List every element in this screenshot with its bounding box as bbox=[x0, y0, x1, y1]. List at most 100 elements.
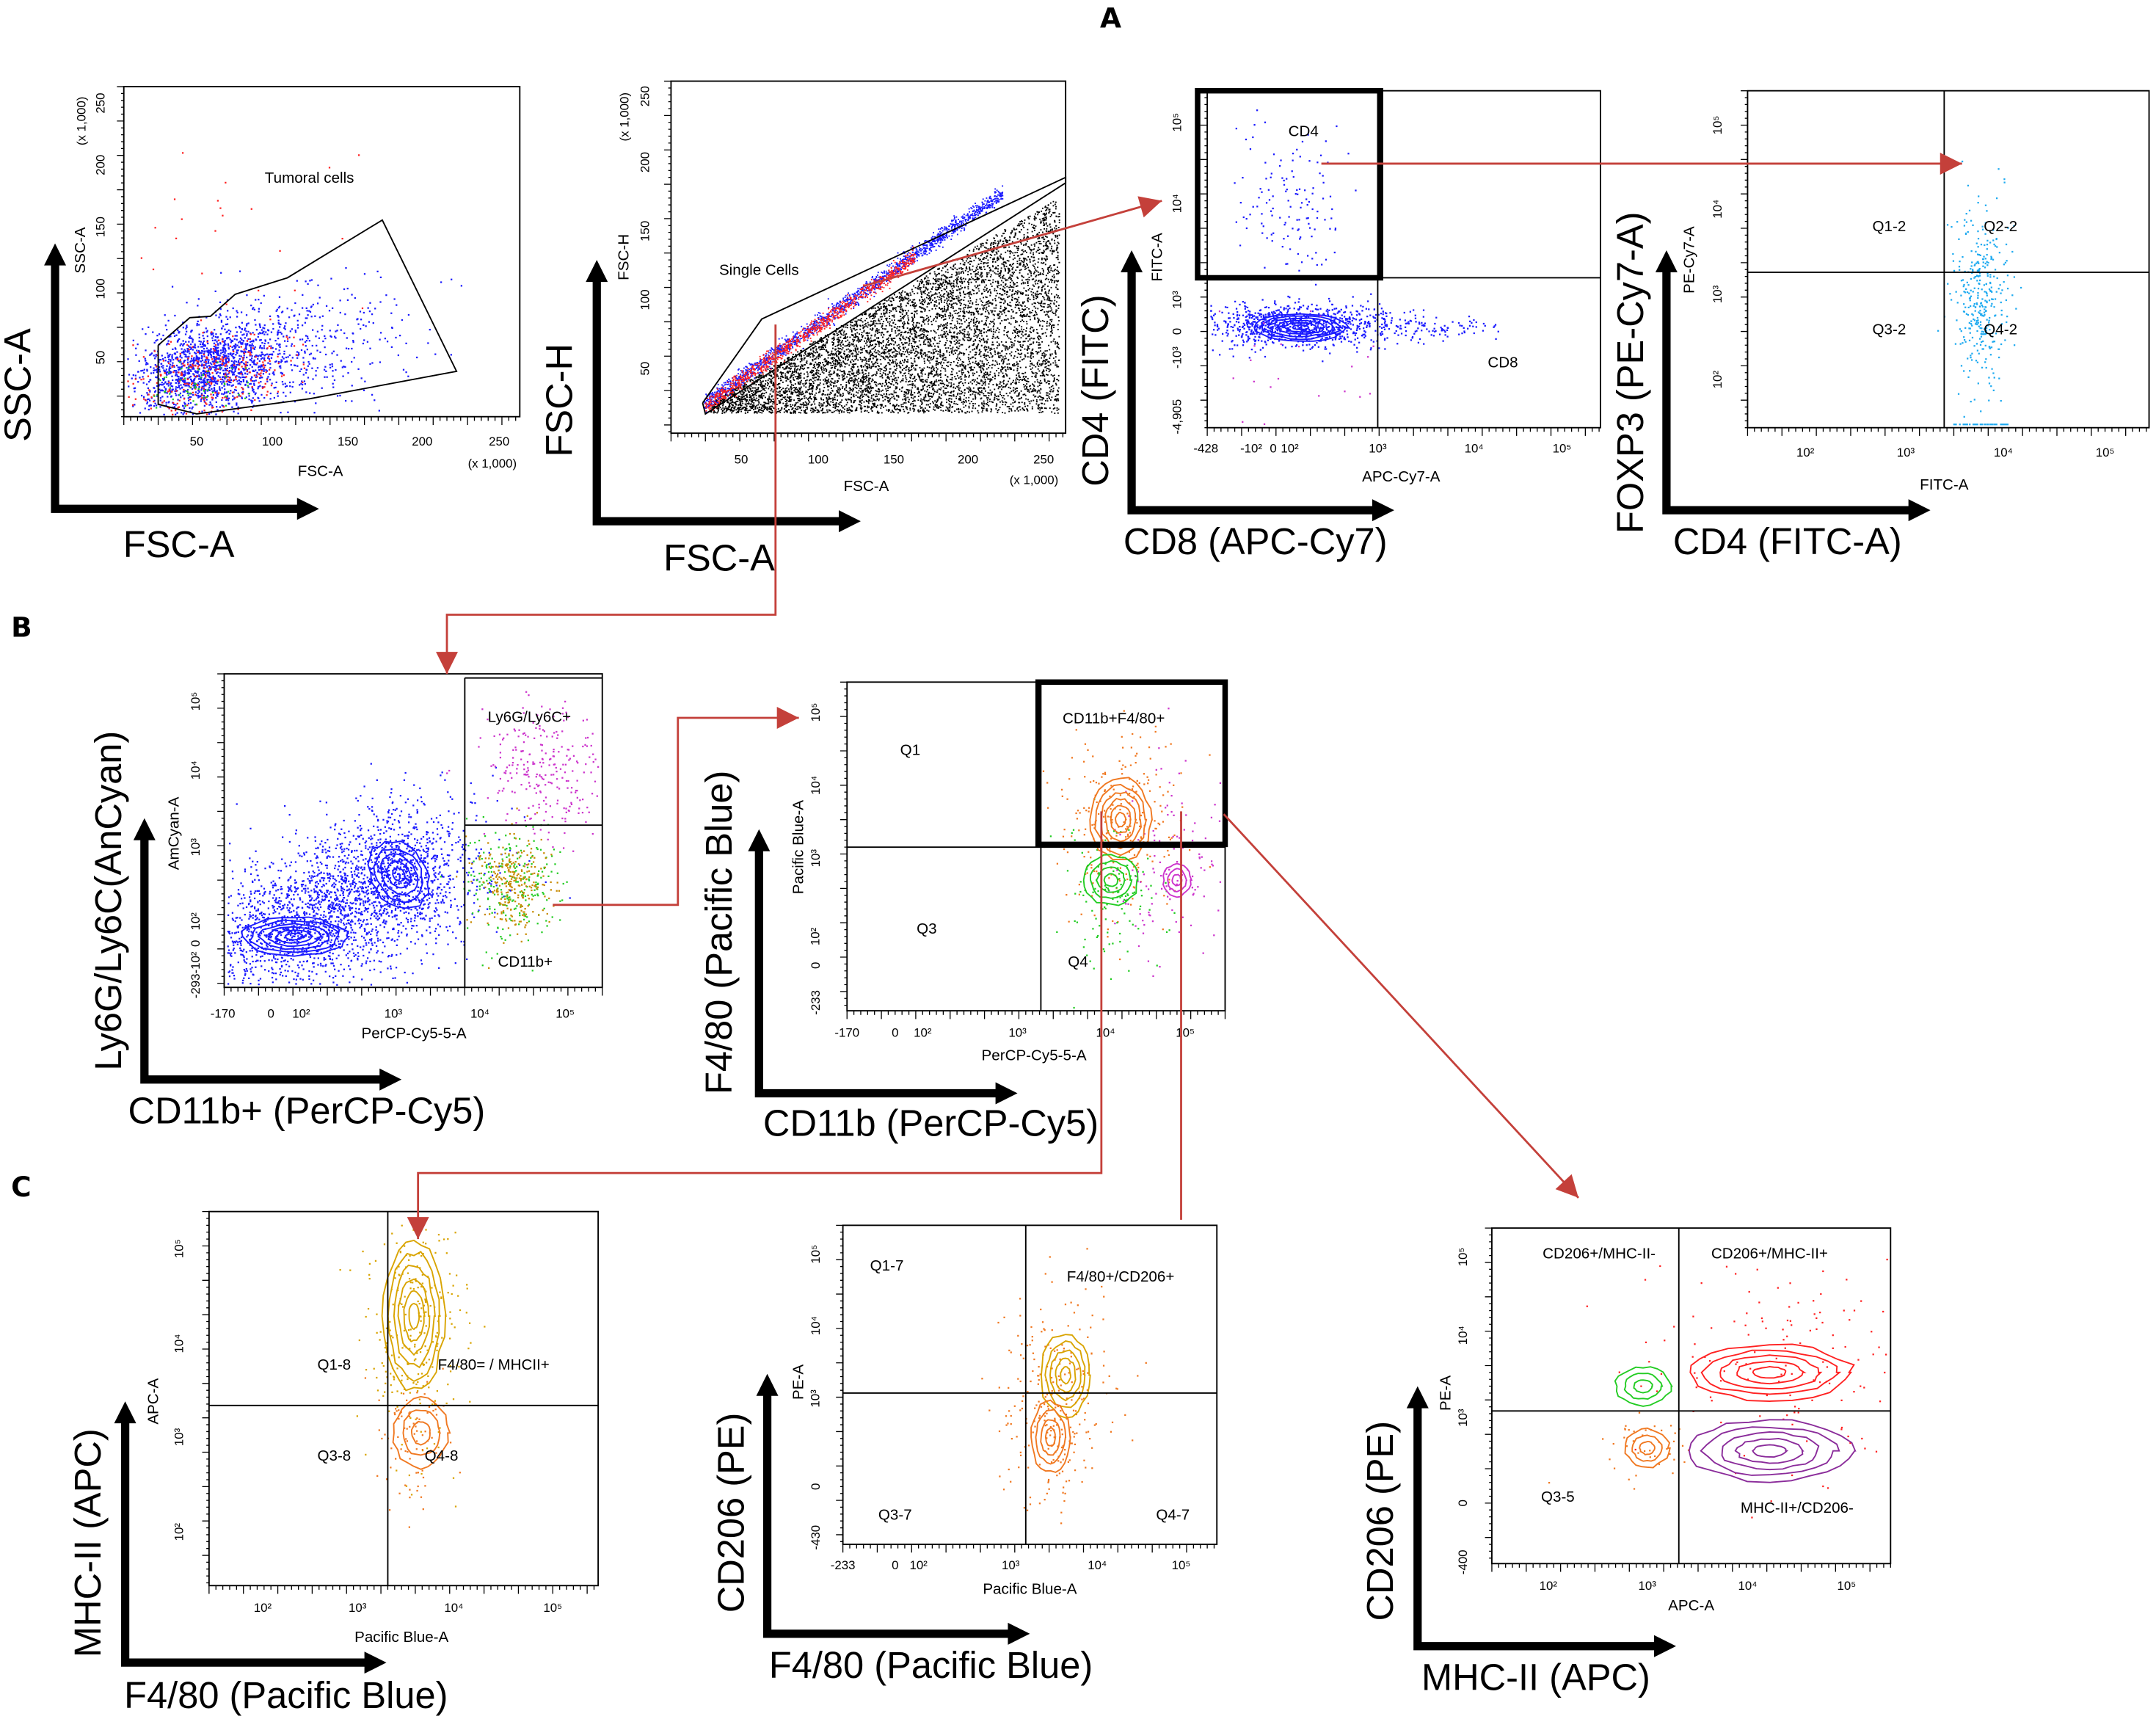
density-contour bbox=[1614, 1366, 1673, 1407]
y-tick-label: 0 bbox=[189, 940, 203, 947]
density-contour bbox=[367, 840, 431, 909]
density-contour bbox=[1734, 1438, 1804, 1464]
plot-frames-layer: 50 100 150 200 250 50 100 150 200 250 (x 1,000) (x … bbox=[0, 80, 2150, 1716]
gating-arrowhead-icon bbox=[1555, 1174, 1578, 1198]
population-label: CD8 bbox=[1487, 354, 1518, 371]
x-tick-label: 10⁴ bbox=[1465, 441, 1484, 455]
event-dots-cluster bbox=[295, 763, 498, 972]
density-contour bbox=[1639, 1441, 1656, 1455]
density-contour bbox=[393, 1264, 436, 1369]
density-contour bbox=[1736, 1360, 1807, 1385]
event-dots-cluster bbox=[981, 1248, 1147, 1524]
y-tick-label: 10⁵ bbox=[1711, 116, 1725, 135]
x-tick-label: 150 bbox=[884, 452, 904, 466]
y-scale-multiplier: (x 1,000) bbox=[74, 97, 88, 146]
x-tick-label: -10² bbox=[1240, 441, 1262, 455]
axis-ticks bbox=[836, 1224, 1215, 1553]
y-tick-label: 0 bbox=[1170, 328, 1184, 335]
axis-arrow-lines bbox=[1127, 269, 1375, 515]
y-tick-label: 10⁴ bbox=[809, 776, 823, 795]
x-tick-label: 10⁴ bbox=[1096, 1026, 1115, 1040]
axis-arrow-lines bbox=[762, 1392, 1011, 1638]
density-contour bbox=[1115, 812, 1127, 828]
selected-gate-box bbox=[1035, 679, 1228, 848]
density-contour bbox=[1103, 873, 1119, 887]
y-tick-label: 10⁴ bbox=[809, 1316, 823, 1335]
plot-frame bbox=[1747, 90, 2150, 429]
y-tick-label: 10⁵ bbox=[189, 692, 203, 711]
population-label: Q4 bbox=[1068, 953, 1088, 970]
y-tick-label: 50 bbox=[638, 362, 652, 376]
event-dots-cluster bbox=[127, 286, 354, 416]
y-tick-label: 250 bbox=[93, 92, 107, 113]
density-contour bbox=[1094, 783, 1148, 857]
gating-connector-line bbox=[417, 811, 1103, 1240]
y-tick-label: -233 bbox=[809, 990, 823, 1015]
arrowhead-right-icon bbox=[379, 1068, 402, 1091]
y-tick-label: 10⁵ bbox=[172, 1239, 186, 1258]
x-parameter-label: Pacific Blue-A bbox=[354, 1629, 448, 1646]
y-tick-label: 10² bbox=[809, 927, 823, 945]
y-tick-label: 200 bbox=[638, 152, 652, 172]
gating-connector-line bbox=[445, 324, 777, 675]
density-contour bbox=[402, 1409, 441, 1456]
density-contour bbox=[1752, 1444, 1789, 1458]
x-tick-label: 10³ bbox=[1002, 1558, 1020, 1572]
density-contour bbox=[410, 1420, 431, 1446]
x-tick-label: -170 bbox=[211, 1006, 236, 1020]
y-scale-multiplier: (x 1,000) bbox=[617, 92, 631, 142]
x-tick-label: 10² bbox=[1540, 1579, 1558, 1593]
y-tick-label: 200 bbox=[93, 155, 107, 175]
arrowhead-right-icon bbox=[1008, 1622, 1030, 1645]
density-contour bbox=[1089, 859, 1133, 899]
arrowhead-up-icon bbox=[1406, 1386, 1429, 1409]
gate-polygon bbox=[702, 176, 1067, 415]
y-tick-label: 10⁴ bbox=[172, 1334, 186, 1353]
x-tick-label: 10³ bbox=[385, 1006, 403, 1020]
x-tick-label: 10⁵ bbox=[1837, 1579, 1856, 1593]
gating-arrowhead-icon bbox=[407, 1217, 429, 1240]
x-parameter-label: FITC-A bbox=[1920, 476, 1969, 493]
y-parameter-label: FSC-H bbox=[615, 234, 632, 280]
x-tick-label: 10² bbox=[254, 1601, 272, 1615]
y-parameter-label: SSC-A bbox=[72, 227, 89, 273]
axis-title-x: FSC-A bbox=[123, 523, 235, 565]
y-parameter-label: Pacific Blue-A bbox=[790, 800, 806, 894]
y-tick-label: -430 bbox=[809, 1525, 823, 1550]
axis-arrow-lines bbox=[1662, 269, 1912, 515]
density-contour bbox=[1267, 317, 1336, 338]
x-tick-label: 10⁵ bbox=[1172, 1558, 1191, 1572]
plot-frame bbox=[208, 1210, 600, 1587]
arrowhead-up-icon bbox=[586, 260, 608, 283]
axis-arrow-lines bbox=[140, 837, 382, 1084]
x-parameter-label: PerCP-Cy5-5-A bbox=[362, 1025, 467, 1042]
arrowhead-right-icon bbox=[364, 1651, 387, 1674]
y-tick-label: 10⁴ bbox=[1711, 200, 1725, 219]
axis-ticks bbox=[1200, 90, 1600, 436]
x-parameter-label: APC-Cy7-A bbox=[1362, 468, 1441, 485]
axis-title-y: FOXP3 (PE-Cy7-A) bbox=[1609, 212, 1651, 534]
density-contour bbox=[1275, 319, 1326, 335]
density-contour bbox=[1261, 315, 1344, 341]
x-tick-label: 50 bbox=[190, 435, 204, 448]
population-label: CD206+/MHC-II- bbox=[1543, 1245, 1656, 1262]
x-tick-label: 10² bbox=[292, 1006, 310, 1020]
x-tick-label: 10⁵ bbox=[2096, 446, 2115, 459]
x-tick-label: 150 bbox=[338, 435, 358, 448]
population-label: CD11b+F4/80+ bbox=[1063, 711, 1165, 727]
x-tick-label: 0 bbox=[1270, 441, 1276, 455]
x-tick-label: 10² bbox=[909, 1558, 928, 1572]
axis-arrow-lines bbox=[120, 1420, 368, 1667]
density-contour bbox=[257, 923, 330, 951]
density-contour bbox=[1292, 324, 1310, 331]
x-parameter-label: APC-A bbox=[1668, 1597, 1714, 1614]
event-dots-cluster bbox=[153, 361, 250, 409]
event-dots-cluster bbox=[704, 185, 1004, 413]
x-parameter-label: FSC-A bbox=[844, 478, 889, 495]
arrowhead-up-icon bbox=[114, 1401, 136, 1424]
density-contour bbox=[1096, 866, 1126, 893]
population-label: Q3-7 bbox=[878, 1506, 912, 1523]
event-dots-cluster bbox=[1953, 424, 2009, 426]
axis-title-y: FSC-H bbox=[539, 344, 580, 457]
y-tick-label: 10³ bbox=[809, 1389, 823, 1408]
